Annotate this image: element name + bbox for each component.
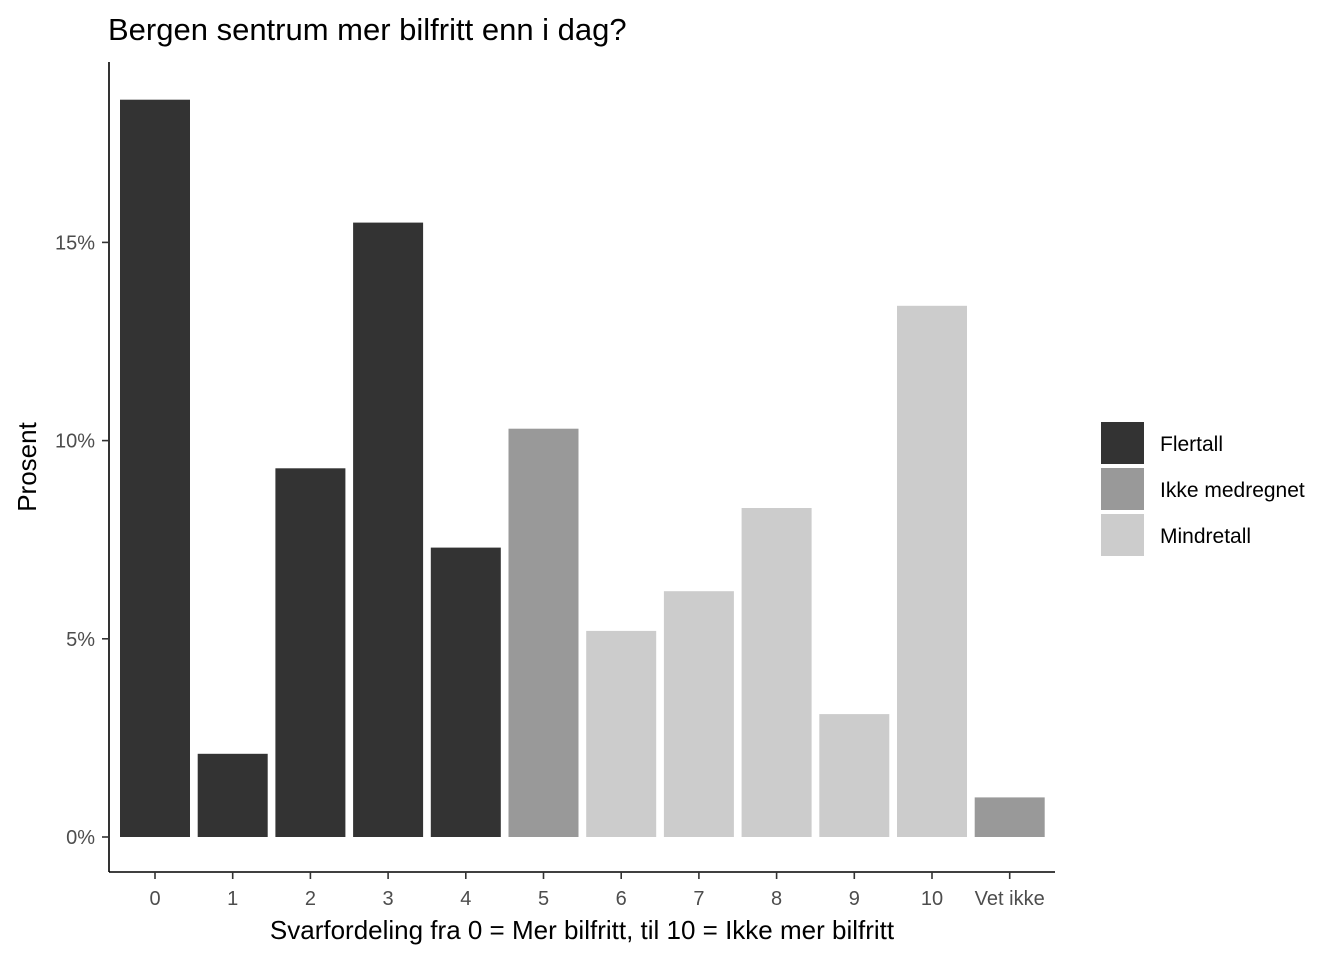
bar-5 xyxy=(508,428,579,837)
bar-7 xyxy=(663,591,734,837)
bar-1 xyxy=(197,753,268,837)
x-tick-label: Vet ikke xyxy=(975,888,1045,910)
bar-vet-ikke xyxy=(974,797,1045,837)
y-tick-label: 10% xyxy=(55,431,95,453)
legend-label: Mindretall xyxy=(1160,525,1251,548)
x-tick-label: 4 xyxy=(460,888,471,910)
legend: Flertall Ikke medregnet Mindretall xyxy=(1101,422,1305,556)
y-axis-title: Prosent xyxy=(12,421,42,511)
chart-title: Bergen sentrum mer bilfritt enn i dag? xyxy=(108,12,627,47)
bar-6 xyxy=(586,630,657,837)
bar-8 xyxy=(741,508,812,837)
bars-group xyxy=(120,99,1045,838)
bar-9 xyxy=(819,714,890,837)
y-tick-label: 15% xyxy=(55,232,95,254)
legend-swatch xyxy=(1101,422,1144,464)
x-tick-label: 2 xyxy=(305,888,316,910)
x-tick-label: 10 xyxy=(921,888,943,910)
bar-0 xyxy=(120,99,190,837)
bar-3 xyxy=(353,222,424,838)
x-tick-label: 3 xyxy=(383,888,394,910)
legend-swatch xyxy=(1101,514,1144,556)
x-axis-ticks: 0 1 2 3 4 5 6 7 8 9 10 Vet ikke xyxy=(149,872,1045,910)
legend-label: Flertall xyxy=(1160,433,1223,456)
bar-2 xyxy=(275,468,346,837)
legend-swatch xyxy=(1101,468,1144,510)
legend-label: Ikke medregnet xyxy=(1160,479,1305,502)
y-tick-label: 5% xyxy=(66,629,95,651)
x-tick-label: 1 xyxy=(227,888,238,910)
x-tick-label: 0 xyxy=(149,888,160,910)
x-axis-title: Svarfordeling fra 0 = Mer bilfritt, til … xyxy=(270,915,895,945)
bar-10 xyxy=(897,305,967,837)
x-tick-label: 6 xyxy=(616,888,627,910)
x-tick-label: 7 xyxy=(693,888,704,910)
y-axis-ticks: 0% 5% 10% 15% xyxy=(55,232,109,849)
bar-4 xyxy=(430,547,501,837)
x-tick-label: 8 xyxy=(771,888,782,910)
x-tick-label: 9 xyxy=(849,888,860,910)
y-tick-label: 0% xyxy=(66,827,95,849)
x-tick-label: 5 xyxy=(538,888,549,910)
